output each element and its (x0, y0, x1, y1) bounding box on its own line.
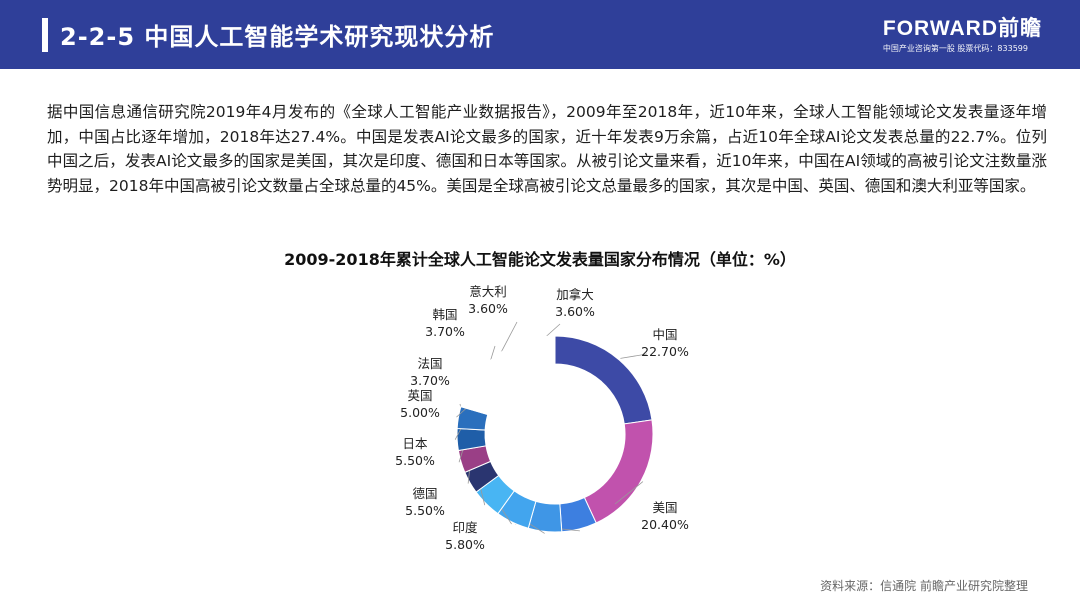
chart-title: 2009-2018年累计全球人工智能论文发表量国家分布情况（单位：%） (284, 250, 796, 269)
slice-label-value-5: 5.00% (400, 405, 440, 420)
brand-subtitle: 中国产业咨询第一股 股票代码：833599 (882, 44, 1028, 53)
slice-label-value-3: 5.50% (405, 503, 445, 518)
source-note: 资料来源：信通院 前瞻产业研究院整理 (820, 579, 1028, 593)
brand-logo: FORWARD前瞻 中国产业咨询第一股 股票代码：833599 (883, 18, 1042, 54)
slice-label-value-6: 3.70% (410, 373, 450, 388)
leader-line-1 (614, 481, 644, 505)
slice-label-value-1: 20.40% (641, 517, 689, 532)
header-banner: 2-2-5 中国人工智能学术研究现状分析 FORWARD前瞻 中国产业咨询第一股… (0, 0, 1080, 69)
slice-label-name-4: 日本 (402, 436, 428, 451)
slice-label-name-1: 美国 (652, 500, 677, 515)
slice-label-name-0: 中国 (652, 327, 677, 342)
slice-label-name-2: 印度 (452, 520, 478, 535)
slice-0 (554, 335, 653, 425)
slice-label-name-7: 韩国 (432, 307, 457, 322)
slice-label-name-5: 英国 (407, 388, 432, 403)
slice-label-name-3: 德国 (412, 486, 437, 501)
header-accent-bar (42, 18, 48, 52)
slice-label-value-8: 3.60% (468, 301, 508, 316)
slice-label-value-0: 22.70% (641, 344, 689, 359)
page-title: 2-2-5 中国人工智能学术研究现状分析 (60, 23, 495, 51)
leader-line-0 (620, 353, 648, 359)
slice-label-value-9: 3.60% (555, 304, 595, 319)
brand-name: FORWARD前瞻 (882, 17, 1042, 40)
slice-label-value-4: 5.50% (395, 453, 435, 468)
body-paragraph: 据中国信息通信研究院2019年4月发布的《全球人工智能产业数据报告》，2009年… (47, 103, 1047, 195)
slice-label-name-8: 意大利 (469, 284, 507, 299)
slice-label-name-9: 加拿大 (556, 287, 594, 302)
slice-label-value-2: 5.80% (445, 537, 485, 552)
slice-remainder (460, 335, 556, 416)
slice-1 (583, 419, 654, 524)
slice-label-value-7: 3.70% (425, 324, 465, 339)
slice-label-name-6: 法国 (417, 356, 442, 371)
